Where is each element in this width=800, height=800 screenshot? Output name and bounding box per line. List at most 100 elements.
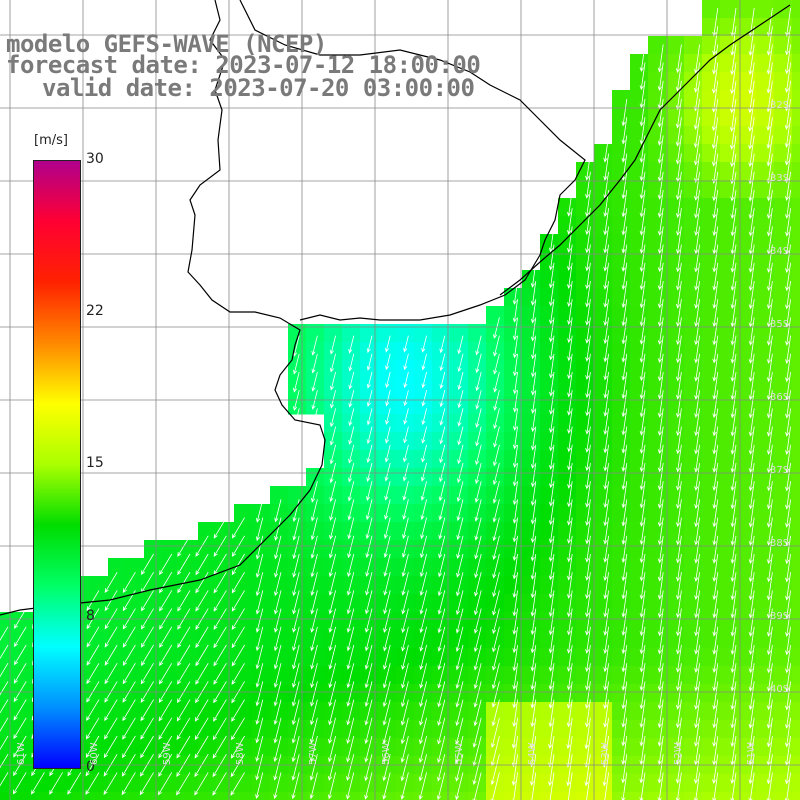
wind-arrow bbox=[784, 153, 791, 184]
wind-speed-cell bbox=[666, 558, 685, 577]
wind-arrow bbox=[473, 699, 482, 727]
wind-speed-cell bbox=[702, 180, 721, 199]
wind-speed-cell bbox=[648, 738, 667, 757]
wind-speed-cell bbox=[198, 702, 217, 721]
wind-speed-cell bbox=[360, 468, 379, 487]
wind-speed-cell bbox=[630, 324, 649, 343]
wind-arrow bbox=[159, 553, 173, 576]
wind-arrow bbox=[584, 772, 591, 800]
wind-speed-cell bbox=[180, 684, 199, 703]
wind-speed-cell bbox=[540, 360, 559, 379]
wind-arrow bbox=[785, 462, 791, 492]
wind-arrow bbox=[292, 644, 300, 670]
wind-speed-cell bbox=[378, 522, 397, 541]
wind-speed-cell bbox=[378, 378, 397, 397]
wind-speed-cell bbox=[792, 540, 800, 559]
wind-arrow bbox=[14, 608, 27, 629]
wind-speed-cell bbox=[792, 126, 800, 145]
wind-speed-cell bbox=[630, 522, 649, 541]
wind-arrow bbox=[364, 735, 373, 763]
wind-speed-cell bbox=[684, 162, 703, 181]
wind-speed-cell bbox=[252, 540, 271, 559]
wind-speed-cell bbox=[324, 468, 343, 487]
wind-arrow bbox=[231, 699, 245, 722]
wind-speed-cell bbox=[540, 720, 559, 739]
wind-arrow bbox=[122, 717, 136, 740]
wind-arrow bbox=[712, 754, 719, 784]
wind-speed-cell bbox=[576, 468, 595, 487]
wind-speed-cell bbox=[684, 612, 703, 631]
wind-speed-cell bbox=[360, 324, 379, 343]
wind-arrow bbox=[639, 244, 646, 273]
wind-arrow bbox=[621, 444, 628, 472]
wind-arrow bbox=[274, 499, 282, 523]
wind-speed-cell bbox=[540, 396, 559, 415]
wind-arrow bbox=[492, 481, 500, 504]
wind-arrow bbox=[585, 481, 591, 508]
wind-arrow bbox=[694, 663, 700, 692]
wind-arrow bbox=[439, 462, 446, 483]
wind-arrow bbox=[566, 754, 573, 787]
wind-arrow bbox=[639, 208, 646, 236]
wind-arrow bbox=[548, 590, 555, 618]
wind-arrow bbox=[366, 462, 373, 482]
wind-arrow bbox=[364, 626, 373, 652]
wind-speed-cell bbox=[630, 792, 649, 800]
wind-arrow bbox=[511, 735, 518, 768]
wind-arrow bbox=[566, 644, 573, 672]
wind-speed-cell bbox=[774, 702, 793, 721]
wind-speed-cell bbox=[792, 522, 800, 541]
wind-arrow bbox=[585, 626, 591, 654]
wind-speed-cell bbox=[576, 432, 595, 451]
wind-arrow bbox=[748, 535, 755, 564]
wind-speed-cell bbox=[684, 630, 703, 649]
wind-speed-cell bbox=[540, 684, 559, 703]
wind-arrow bbox=[420, 481, 427, 501]
wind-speed-cell bbox=[648, 486, 667, 505]
wind-arrow bbox=[548, 772, 555, 800]
wind-arrow bbox=[748, 335, 755, 364]
wind-arrow bbox=[418, 754, 427, 782]
wind-arrow bbox=[566, 717, 573, 750]
wind-arrow bbox=[621, 262, 628, 291]
wind-arrow bbox=[766, 572, 773, 601]
wind-arrow bbox=[122, 662, 136, 685]
wind-speed-cell bbox=[630, 612, 649, 631]
wind-speed-cell bbox=[792, 666, 800, 685]
wind-speed-cell bbox=[522, 558, 541, 577]
wind-speed-cell bbox=[756, 54, 775, 73]
wind-speed-cell bbox=[594, 342, 613, 361]
wind-arrow bbox=[530, 426, 537, 451]
wind-arrow bbox=[401, 590, 409, 615]
wind-speed-cell bbox=[576, 738, 595, 757]
wind-speed-cell bbox=[702, 126, 721, 145]
wind-arrow bbox=[141, 553, 154, 575]
wind-speed-cell bbox=[0, 630, 19, 649]
wind-arrow bbox=[419, 553, 427, 578]
wind-speed-cell bbox=[666, 180, 685, 199]
wind-arrow bbox=[159, 644, 173, 667]
wind-arrow bbox=[530, 462, 537, 488]
wind-arrow bbox=[213, 644, 227, 667]
wind-arrow bbox=[639, 62, 646, 91]
wind-arrow bbox=[712, 681, 719, 710]
wind-speed-cell bbox=[792, 630, 800, 649]
wind-arrow bbox=[785, 426, 791, 455]
wind-arrow bbox=[512, 462, 518, 487]
wind-speed-cell bbox=[648, 792, 667, 800]
wind-arrow bbox=[400, 699, 409, 726]
wind-arrow bbox=[639, 444, 646, 473]
wind-speed-cell bbox=[792, 396, 800, 415]
wind-arrow bbox=[274, 535, 282, 560]
wind-arrow bbox=[491, 663, 500, 690]
wind-speed-cell bbox=[378, 468, 397, 487]
wind-speed-cell bbox=[522, 720, 541, 739]
wind-arrow bbox=[475, 371, 482, 392]
wind-arrow bbox=[567, 226, 573, 253]
wind-speed-cell bbox=[486, 558, 505, 577]
wind-speed-cell bbox=[612, 594, 631, 613]
wind-arrow bbox=[310, 572, 318, 597]
wind-arrow bbox=[366, 335, 373, 354]
wind-speed-cell bbox=[612, 396, 631, 415]
wind-arrow bbox=[621, 317, 628, 345]
